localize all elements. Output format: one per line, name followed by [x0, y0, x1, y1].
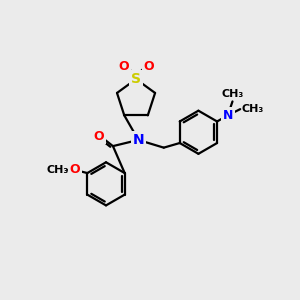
Text: CH₃: CH₃: [242, 104, 264, 114]
Text: CH₃: CH₃: [221, 89, 244, 99]
Text: O: O: [70, 164, 80, 176]
Text: O: O: [94, 130, 104, 142]
Text: CH₃: CH₃: [46, 165, 69, 175]
Text: S: S: [131, 72, 141, 86]
Text: O: O: [143, 60, 154, 73]
Text: N: N: [223, 109, 233, 122]
Text: N: N: [133, 133, 144, 147]
Text: O: O: [118, 60, 129, 73]
